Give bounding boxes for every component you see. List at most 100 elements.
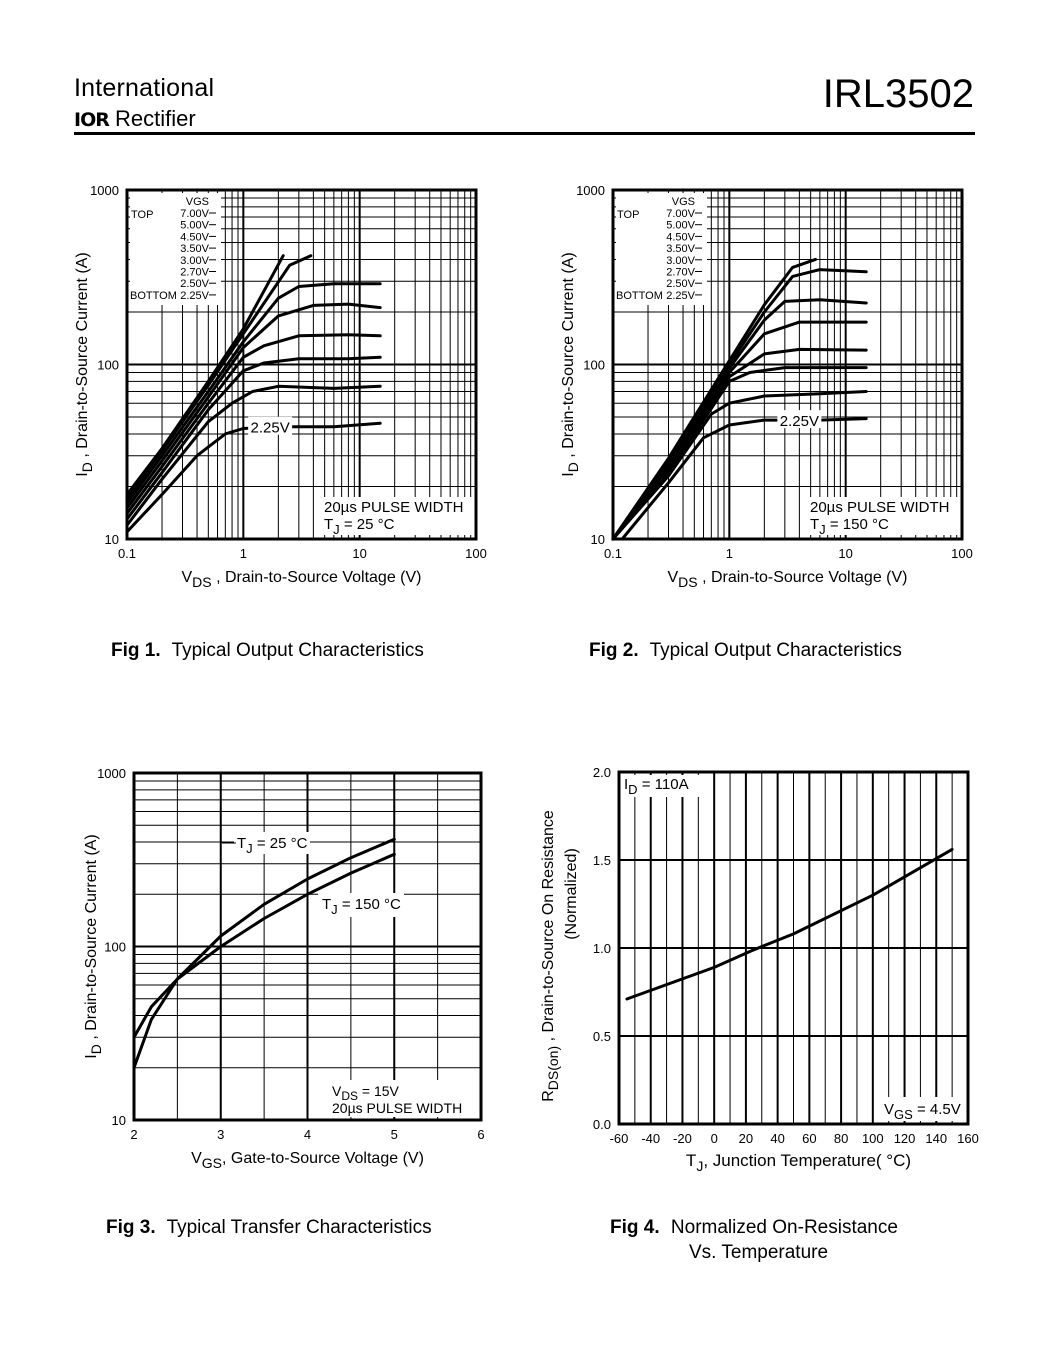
fig1-series-line [125,421,382,534]
fig2-legend-value: 2.25V [666,290,695,302]
fig4-y-tick-label: 1.5 [593,853,611,868]
fig1-y-tick-label: 1000 [90,183,119,198]
fig1-legend-top: TOP [131,209,153,221]
fig3-caption-number: Fig 3. [106,1217,156,1238]
fig4-x-tick-label: 100 [862,1131,884,1146]
fig1-y-axis-label: ID , Drain-to-Source Current (A) [74,252,95,476]
brand-line-2: IOR Rectifier [74,106,196,132]
fig1-legend-value: 2.25V [180,290,209,302]
fig3-x-axis-label: VGS, Gate-to-Source Voltage (V) [191,1150,424,1171]
fig4-vgs-note: VGS = 4.5V [884,1101,961,1122]
fig1-x-tick-label: 10 [352,546,366,561]
fig1-note-line1: 20µs PULSE WIDTH [324,499,464,516]
fig1-note-line2: TJ = 25 °C [324,516,395,537]
fig4-note-bg [880,1097,965,1121]
fig3-label-25-bg [234,832,310,854]
fig2-legend-value: 3.50V [666,243,695,255]
fig2-curve-label-bg [777,410,822,429]
fig2-x-tick-label: 100 [951,546,973,561]
fig2-note-bg [807,497,959,535]
page-header: International IOR Rectifier IRL3502 [0,0,1050,140]
fig4-caption-text: Normalized On-Resistance [670,1217,898,1238]
fig3-y-tick-label: 1000 [97,766,126,781]
fig4-y-axis-label: RDS(on) , Drain-to-Source On Resistance [540,810,561,1102]
fig1-series-line [125,254,313,501]
fig1-x-tick-label: 100 [465,546,487,561]
fig2-series-line [611,366,868,541]
fig4-plot-frame [617,770,970,1126]
fig1-curve-label: 2.25V [251,420,290,437]
fig2-y-axis-label: ID , Drain-to-Source Current (A) [560,252,581,476]
fig2-plot-frame [611,188,964,541]
fig2-series-line [611,390,868,541]
fig1-note-bg [321,497,473,535]
fig3-note-bg [328,1080,478,1117]
fig2-y-tick-label: 10 [591,532,605,547]
fig1-series-line [125,384,382,527]
fig4-x-tick-label: 40 [770,1131,784,1146]
fig2-caption: Fig 2. Typical Output Characteristics [589,640,902,662]
fig4-corner-bg [622,775,700,797]
brand-name: International [74,74,215,102]
fig1-x-tick-label: 1 [240,546,247,561]
fig3-y-axis-label: ID , Drain-to-Source Current (A) [83,834,104,1058]
fig4-x-axis-label: TJ, Junction Temperature( °C) [686,1151,911,1174]
fig4-y-tick-label: 1.0 [593,941,611,956]
fig1-legend-value: 2.70V [180,267,209,279]
fig4-x-tick-label: -60 [610,1131,629,1146]
fig2-legend-bottom: BOTTOM [616,290,663,302]
fig3-note-vds: VDS = 15V [332,1083,400,1103]
fig4-x-tick-label: 140 [925,1131,947,1146]
fig4-y-tick-label: 0.5 [593,1029,611,1044]
fig3-series-line [132,852,396,1039]
fig3-x-tick-label: 3 [217,1127,224,1142]
fig4-x-tick-label: -40 [641,1131,660,1146]
fig3-caption: Fig 3. Typical Transfer Characteristics [106,1217,432,1239]
fig1-y-tick-label: 10 [105,532,119,547]
fig4-id-label: ID = 110A [624,776,689,797]
fig2-legend-value: 4.50V [666,231,695,243]
fig1-series-line [125,282,382,505]
fig2-x-tick-label: 10 [838,546,852,561]
fig4-y-tick-label: 2.0 [593,765,611,780]
fig2-series-line [611,347,868,541]
fig1-series-line [125,355,382,521]
fig2-legend-top: TOP [617,209,639,221]
fig2-legend-value: 7.00V [666,208,695,220]
fig4-y-axis-label-2: (Normalized) [563,848,580,940]
fig1-curve-label-bg [248,416,293,435]
fig3-y-tick-label: 10 [112,1113,126,1128]
fig1-caption: Fig 1. Typical Output Characteristics [111,640,424,662]
fig1-plot-frame [125,188,478,541]
fig2-x-tick-label: 0.1 [604,546,622,561]
fig2-legend-header: VGS [672,196,695,208]
fig2-legend-value: 2.50V [666,278,695,290]
fig2-legend-bg [616,193,707,305]
fig4-series-line [625,847,954,1001]
fig3-note-pulse: 20µs PULSE WIDTH [332,1100,462,1116]
brand-rectifier: Rectifier [114,106,196,131]
fig4-x-tick-label: 0 [711,1131,718,1146]
fig1-series-line [125,254,285,496]
fig1-legend-header: VGS [186,196,209,208]
fig3-x-tick-label: 5 [391,1127,398,1142]
fig4-x-tick-label: 20 [739,1131,753,1146]
fig3-x-tick-label: 4 [304,1127,311,1142]
fig4-x-tick-label: 160 [957,1131,979,1146]
ior-logo: IOR [74,109,110,131]
fig2-caption-number: Fig 2. [589,640,639,661]
fig1-legend-value: 2.50V [180,278,209,290]
fig4-y-tick-label: 0.0 [593,1117,611,1132]
fig3-group: 2 3 4 5 6 10 100 1000 TJ = 25 °C TJ = 150 °C VDS =… [83,766,485,1171]
fig3-y-tick-label: 100 [104,940,126,955]
fig3-label-tj150: TJ = 150 °C [322,896,401,917]
fig1-series-line [125,333,382,515]
fig4-group: ID = 110A -60 -40 -20 0 20 40 60 80 100 120 140 160 0… [540,765,979,1174]
fig4-x-tick-label: 80 [834,1131,848,1146]
fig2-y-tick-label: 100 [583,358,605,373]
fig4-x-tick-label: -20 [673,1131,692,1146]
fig4-caption: Fig 4. Normalized On-Resistance [610,1217,898,1239]
part-number: IRL3502 [822,72,974,116]
fig1-legend-value: 3.00V [180,255,209,267]
